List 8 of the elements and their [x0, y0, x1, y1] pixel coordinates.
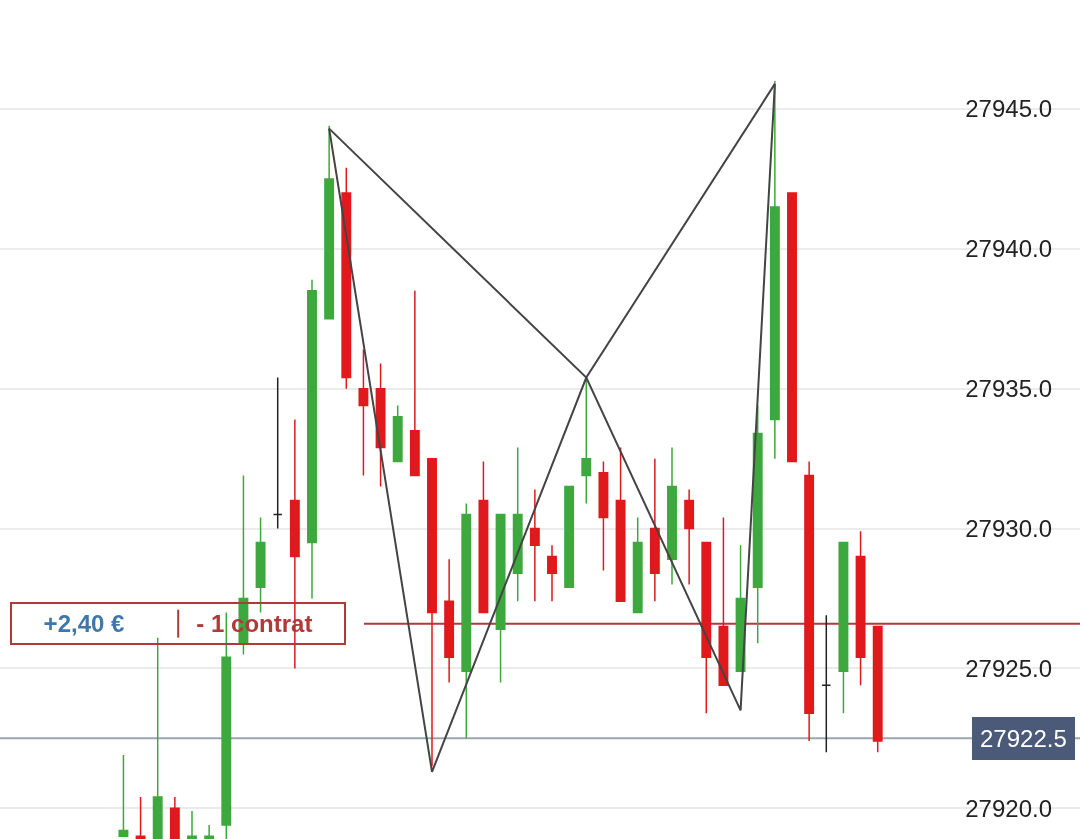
y-tick-label: 27945.0 [965, 95, 1052, 123]
ref-line-label: 27922.5 [980, 725, 1067, 752]
y-tick-label: 27925.0 [965, 654, 1052, 682]
y-tick-label: 27940.0 [965, 235, 1052, 263]
y-tick-label: 27935.0 [965, 375, 1052, 403]
y-tick-label: 27930.0 [965, 514, 1052, 542]
y-tick-label: 27920.0 [965, 794, 1052, 822]
annotation: +2,40 € [43, 610, 125, 637]
